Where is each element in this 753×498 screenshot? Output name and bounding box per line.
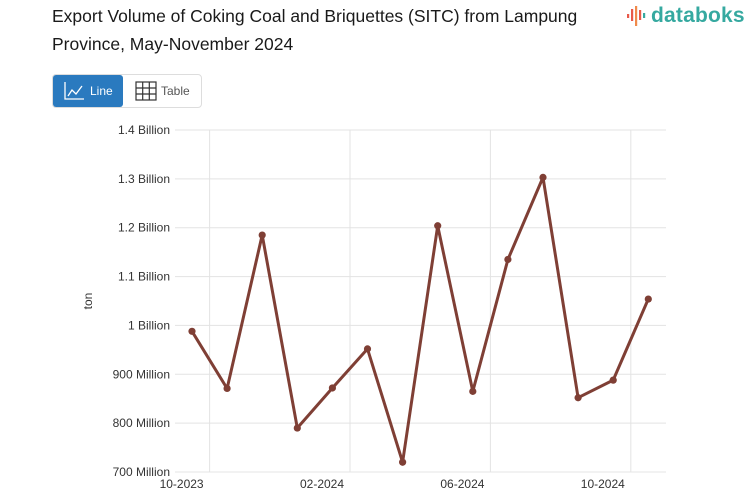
y-tick-label: 1.2 Billion [118, 221, 170, 235]
view-toggle: Line Table [52, 74, 202, 108]
x-gridlines [209, 130, 632, 472]
data-point[interactable] [609, 376, 617, 384]
data-point[interactable] [399, 458, 407, 466]
line-view-label: Line [90, 84, 113, 98]
x-axis-tick-labels: 10-2023 02-2024 06-2024 10-2024 [160, 477, 626, 491]
data-point[interactable] [644, 295, 652, 303]
chart-title: Export Volume of Coking Coal and Briquet… [52, 6, 578, 54]
databoks-bars-icon [627, 6, 646, 26]
data-point[interactable] [258, 231, 266, 239]
y-tick-label: 1.1 Billion [118, 270, 170, 284]
y-tick-label: 1 Billion [128, 318, 170, 332]
x-tick-label: 10-2023 [160, 477, 204, 491]
data-point[interactable] [434, 222, 442, 230]
data-points [188, 173, 652, 466]
y-tick-label: 1.3 Billion [118, 172, 170, 186]
data-point[interactable] [469, 387, 477, 395]
data-point[interactable] [328, 384, 336, 392]
x-tick-label: 10-2024 [581, 477, 625, 491]
data-point[interactable] [188, 327, 196, 335]
databoks-logo[interactable]: databoks [626, 4, 745, 28]
series-line [190, 175, 650, 464]
y-tick-label: 700 Million [113, 465, 170, 479]
data-point[interactable] [504, 255, 512, 264]
y-tick-label: 900 Million [113, 367, 170, 381]
data-point[interactable] [363, 345, 372, 353]
y-gridlines [175, 129, 666, 473]
data-point[interactable] [574, 394, 582, 402]
y-axis-label: ton [81, 293, 95, 310]
y-tick-label: 800 Million [113, 416, 170, 430]
table-grid-icon [135, 81, 157, 101]
x-tick-label: 06-2024 [440, 477, 484, 491]
x-tick-label: 02-2024 [300, 477, 344, 491]
line-chart-icon [64, 82, 84, 100]
data-point[interactable] [223, 384, 231, 393]
logo-text: databoks [651, 4, 745, 27]
y-axis-tick-labels: 700 Million 800 Million 900 Million 1 Billi… [113, 123, 170, 479]
data-point[interactable] [293, 424, 301, 432]
data-point[interactable] [539, 173, 547, 181]
table-view-button[interactable]: Table [123, 75, 190, 107]
table-view-label: Table [161, 84, 190, 98]
line-view-button[interactable]: Line [53, 75, 123, 107]
y-tick-label: 1.4 Billion [118, 123, 170, 137]
